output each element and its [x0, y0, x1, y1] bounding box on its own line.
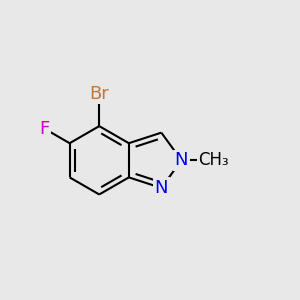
Text: CH₃: CH₃	[199, 151, 229, 169]
Text: Br: Br	[89, 85, 109, 103]
Text: N: N	[175, 151, 188, 169]
Text: F: F	[39, 120, 50, 138]
Text: N: N	[154, 179, 168, 197]
